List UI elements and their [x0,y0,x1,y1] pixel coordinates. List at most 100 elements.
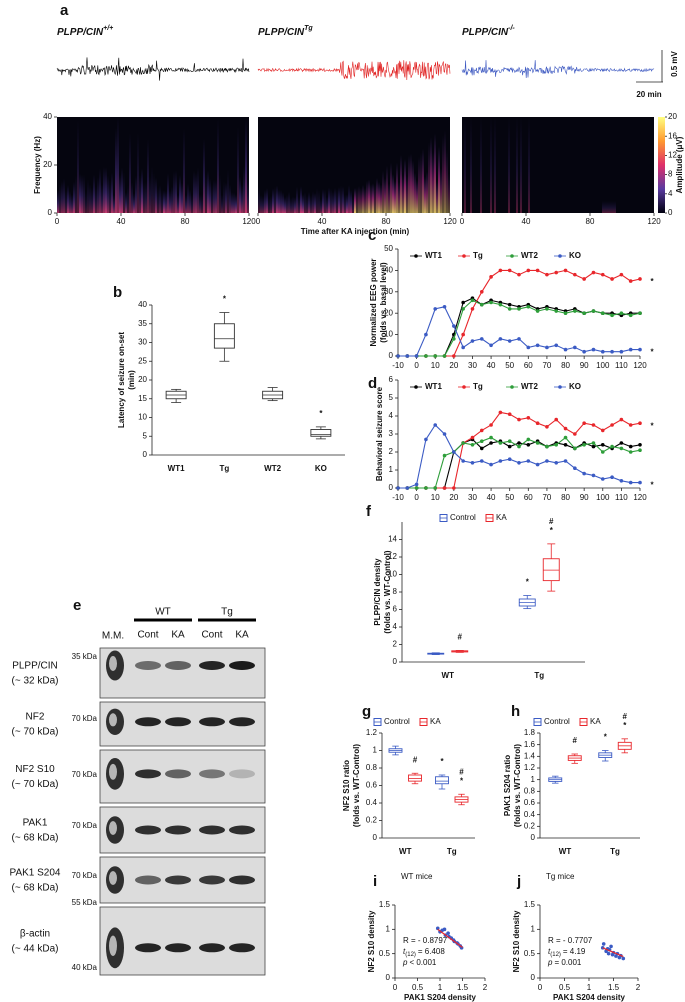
lane-label: Cont [201,630,222,641]
point [619,349,624,354]
row-label: NF2 S10 [15,764,55,775]
point [507,457,512,462]
spectrogram-strip [111,172,113,213]
kda-label: 70 kDa [72,821,98,830]
spectrogram-strip [237,126,239,213]
spectrogram-strip [235,194,237,213]
point [470,443,475,447]
spectrogram-strip [73,181,75,213]
point [628,480,633,485]
spectrogram-strip [231,192,233,213]
x-tick-label: WT [442,671,455,680]
marker-lane-label: M.M. [102,631,124,642]
spectrogram-strip [95,186,97,213]
spectrogram-strip [266,188,268,213]
spectrogram-strip [105,167,107,213]
spectrogram-strip [608,201,610,213]
point [582,443,586,447]
spectrogram-strip [75,175,77,213]
spectrogram-strip [268,197,270,213]
x-tick-label: 60 [524,361,533,370]
band [199,825,225,835]
point [442,486,447,490]
point [591,309,596,313]
x-tick-label: 50 [505,361,514,370]
x-tick-label: 80 [181,217,190,226]
stat-p-symbol: p [547,958,553,967]
spectrogram-strip [258,187,260,213]
spectrogram-strip [260,195,262,213]
y-tick-label: 10 [138,413,147,422]
point [461,300,465,305]
y-tick-label: 4 [389,411,394,420]
point [498,302,503,307]
spectrogram-strip [528,117,530,213]
spectrogram-strip [296,186,298,213]
spectrogram-strip [203,138,205,213]
point [489,462,493,467]
point [591,423,596,427]
spectrogram-strip [91,187,93,213]
spectrogram-strip [370,184,372,213]
spectrogram-strip [87,179,89,213]
spectrogram-strip [350,190,352,213]
x-tick-label: 2 [636,983,641,992]
y-tick-label: 15 [138,394,147,403]
spectrogram-strip [464,117,466,213]
point [545,459,549,463]
row-size: (~ 68 kDa) [12,883,59,894]
spectrogram-strip [107,175,109,213]
spectrogram-strip [520,117,522,213]
point [489,300,493,305]
point [554,309,559,313]
x-tick-label: 80 [382,217,391,226]
point [507,439,512,444]
x-tick-label: 120 [633,493,647,502]
point [573,466,577,471]
spectrogram-strip [352,195,354,213]
point [446,931,450,936]
spectrogram-strip [346,194,348,213]
kda-label: 70 kDa [72,770,98,779]
spectrogram-strip [362,184,364,213]
spectrogram-strip [342,186,344,213]
spectrogram-strip [480,117,482,213]
point [573,446,577,451]
spectrogram-strip [338,187,340,213]
point [526,304,531,309]
y-tick-label: 1.8 [524,728,536,737]
point [591,473,596,478]
point [573,272,577,277]
point [442,304,447,309]
point [619,479,624,483]
significance-mark: * [623,721,627,730]
spectrogram-strip [278,189,280,213]
band [199,717,225,727]
trace-label: PLPP/CINTg [258,25,313,37]
spectrogram-strip [434,133,436,213]
x-tick-label: WT [399,847,412,856]
band [135,825,161,835]
chart-title: Tg mice [546,872,575,881]
legend-label: KO [569,251,581,260]
point [517,441,521,445]
stat-t-df: (12) [550,952,561,958]
spectrogram-strip [310,195,312,213]
trace-genotype: -/- [508,25,515,32]
box [542,558,560,582]
band [199,943,225,953]
point [489,423,493,427]
band [165,769,191,779]
x-tick-label: 50 [505,493,514,502]
y-tick-label: 1 [386,924,391,933]
point [610,349,614,354]
stat-t-value: = 4.19 [563,947,586,956]
significance-mark: * [650,481,654,490]
x-tick-label: 110 [615,361,628,370]
lane-label: KA [171,630,185,641]
spectrogram-strip [77,120,79,213]
y-axis-label: (folds vs. WT-Control) [383,550,392,633]
band [229,717,255,727]
band [165,717,191,727]
spectrogram-strip [101,184,103,213]
